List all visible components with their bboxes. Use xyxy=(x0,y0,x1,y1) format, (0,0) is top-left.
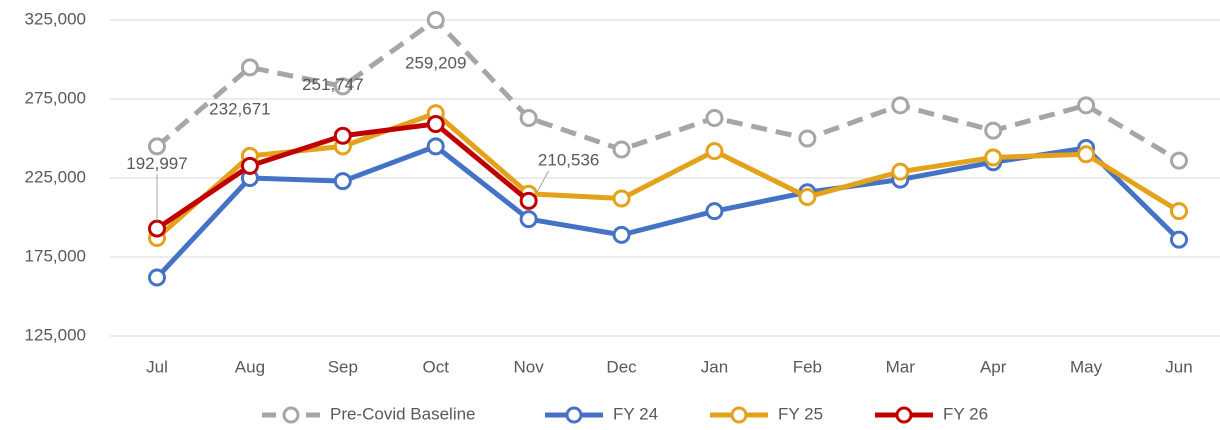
point-marker xyxy=(519,191,538,210)
point-marker xyxy=(333,77,352,96)
point-marker xyxy=(148,219,166,238)
point-marker xyxy=(798,129,817,148)
point-marker xyxy=(891,96,910,115)
legend-label: FY 24 xyxy=(613,404,658,423)
x-tick-label: Jun xyxy=(1165,357,1192,376)
x-tick-label: Nov xyxy=(514,357,545,376)
legend-marker xyxy=(730,406,748,424)
point-marker xyxy=(333,126,352,145)
point-marker xyxy=(148,268,166,287)
y-tick-label: 275,000 xyxy=(25,88,86,107)
x-tick-label: Jul xyxy=(146,357,168,376)
leader-line xyxy=(536,170,550,194)
point-marker xyxy=(426,114,445,133)
point-marker xyxy=(426,11,445,29)
point-marker xyxy=(240,156,259,175)
data-label: 192,997 xyxy=(126,154,187,173)
point-marker xyxy=(891,162,910,181)
point-marker xyxy=(148,137,166,156)
point-marker xyxy=(705,202,724,221)
point-marker xyxy=(705,108,724,127)
legend-marker xyxy=(565,406,583,424)
point-marker xyxy=(612,189,631,208)
y-tick-label: 175,000 xyxy=(25,246,86,265)
point-marker xyxy=(426,137,445,156)
point-marker xyxy=(612,225,631,244)
point-marker xyxy=(984,121,1003,140)
data-label: 251,747 xyxy=(302,75,363,94)
point-marker xyxy=(705,142,724,161)
series-line xyxy=(155,143,1181,280)
point-marker xyxy=(1077,145,1096,164)
point-marker xyxy=(1077,96,1096,115)
legend-marker xyxy=(282,406,300,424)
x-tick-label: Dec xyxy=(606,357,637,376)
legend-label: Pre-Covid Baseline xyxy=(330,404,476,423)
y-tick-label: 125,000 xyxy=(25,325,86,344)
legend-label: FY 26 xyxy=(943,404,988,423)
series-line xyxy=(155,17,1181,163)
point-marker xyxy=(1170,230,1188,249)
y-tick-label: 325,000 xyxy=(25,9,86,28)
x-tick-label: Jan xyxy=(701,357,728,376)
legend-marker xyxy=(895,406,913,424)
data-label: 259,209 xyxy=(405,53,466,72)
x-tick-label: Mar xyxy=(886,357,916,376)
point-marker xyxy=(1170,151,1188,170)
data-label: 210,536 xyxy=(538,150,599,169)
point-marker xyxy=(612,140,631,159)
point-marker xyxy=(798,187,817,206)
x-tick-label: Oct xyxy=(423,357,450,376)
point-marker xyxy=(519,210,538,229)
x-tick-label: Aug xyxy=(235,357,265,376)
point-marker xyxy=(333,172,352,191)
point-marker xyxy=(1170,202,1188,221)
x-tick-label: Apr xyxy=(980,357,1007,376)
x-tick-label: Feb xyxy=(793,357,822,376)
x-tick-label: Sep xyxy=(328,357,358,376)
y-tick-label: 225,000 xyxy=(25,167,86,186)
data-label: 232,671 xyxy=(209,99,270,118)
legend-label: FY 25 xyxy=(778,404,823,423)
point-marker xyxy=(240,58,259,77)
series-line xyxy=(155,110,1181,240)
point-marker xyxy=(984,148,1003,167)
point-marker xyxy=(519,108,538,127)
x-tick-label: May xyxy=(1070,357,1103,376)
